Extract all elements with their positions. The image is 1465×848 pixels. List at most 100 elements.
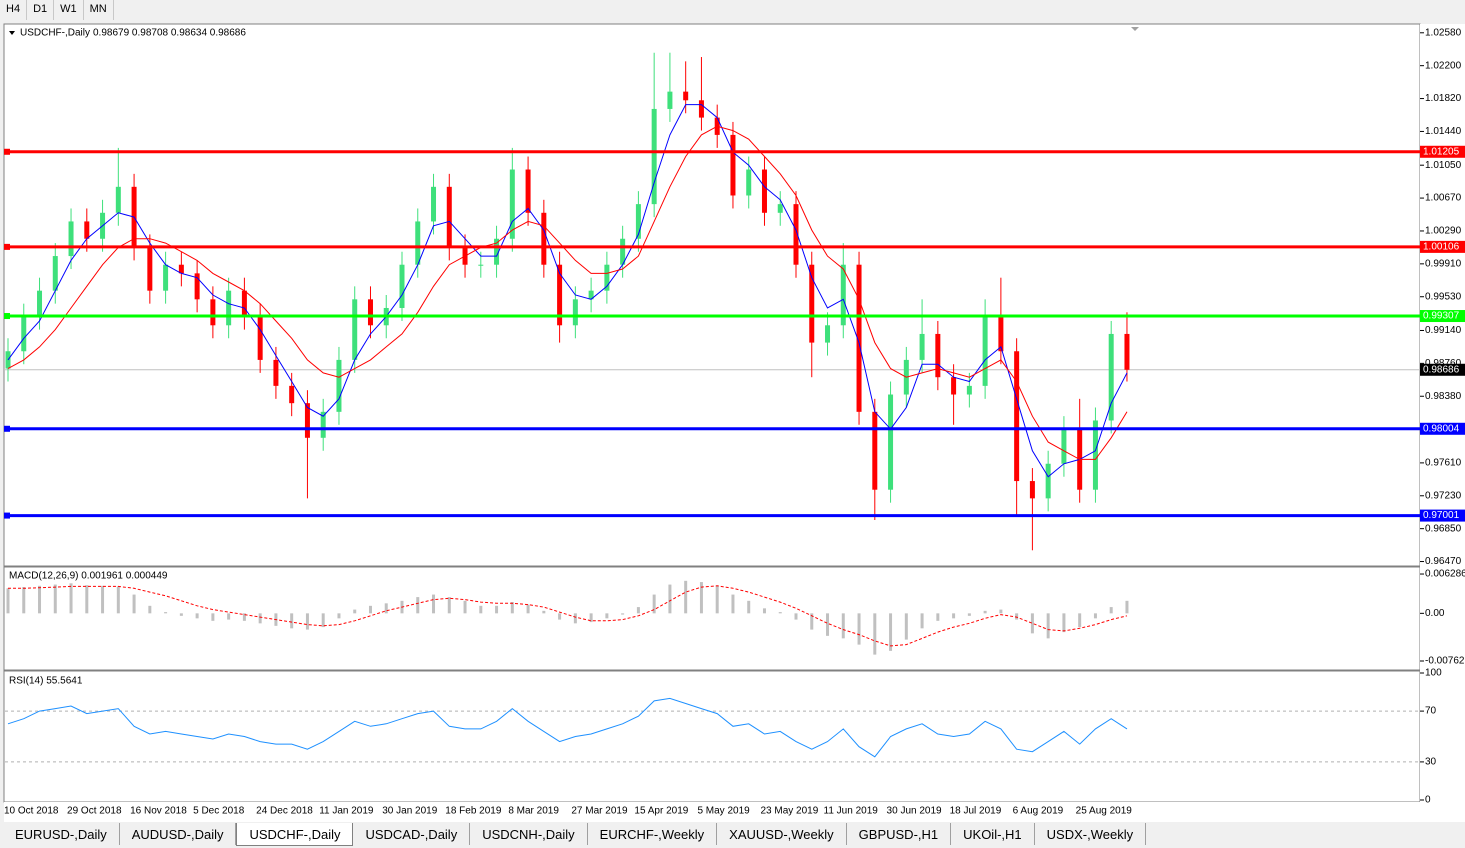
timeframe-button[interactable]: D1 [27, 0, 55, 20]
candle-body [273, 359, 279, 386]
y-tick-label: 70 [1425, 706, 1437, 717]
y-tick-label: 0.97230 [1425, 490, 1462, 501]
level-handle [4, 425, 10, 432]
macd-bar [1125, 600, 1129, 614]
macd-bar [321, 613, 325, 628]
macd-bar [778, 612, 782, 614]
candle-body [1092, 420, 1098, 490]
chart-tab[interactable]: XAUUSD-,Weekly [717, 823, 847, 845]
candle-body [872, 411, 878, 490]
macd-bar [211, 613, 215, 621]
candle-body [888, 394, 894, 490]
last-price-bg [1420, 363, 1465, 376]
symbol-title: USDCHF-,Daily [20, 28, 90, 39]
macd-bar [164, 612, 168, 614]
macd-bar [305, 613, 309, 630]
macd-bar [368, 605, 372, 614]
chart-tab[interactable]: USDCHF-,Daily [236, 823, 354, 846]
x-tick-label: 29 Oct 2018 [67, 806, 122, 817]
level-label-bg [1420, 422, 1465, 435]
candle-body [509, 169, 515, 239]
macd-bar [353, 609, 357, 614]
macd-bar [384, 603, 388, 614]
timeframe-button[interactable]: MN [84, 0, 114, 20]
chart-tab[interactable]: AUDUSD-,Daily [120, 823, 237, 845]
candle-body [446, 186, 452, 248]
rsi-line [7, 697, 1128, 758]
macd-panel [3, 566, 1421, 671]
chart-tab[interactable]: GBPUSD-,H1 [847, 823, 952, 845]
macd-bar [573, 613, 577, 624]
y-tick-label: 1.01440 [1425, 126, 1462, 137]
y-tick-label: 0 [1425, 795, 1431, 806]
macd-bar [605, 613, 609, 619]
macd-bar [621, 613, 625, 615]
candle-body [1061, 429, 1067, 464]
candle-body [431, 186, 437, 222]
candle-body [730, 134, 736, 196]
candle-body [257, 316, 263, 360]
level-label-bg [1420, 240, 1465, 253]
macd-bar [242, 613, 246, 621]
candle-body [777, 204, 783, 213]
x-tick-label: 18 Feb 2019 [445, 806, 502, 817]
ohlc-readout: 0.98679 0.98708 0.98634 0.98686 [93, 28, 246, 39]
candle-body [683, 91, 689, 101]
candle-body [178, 264, 184, 274]
macd-bar [558, 613, 562, 620]
y-tick-label: 0.98380 [1425, 391, 1462, 402]
x-tick-label: 18 Jul 2019 [950, 806, 1002, 817]
candle-body [541, 212, 547, 265]
last-price-label: 0.98686 [1423, 364, 1460, 375]
macd-bar [526, 604, 530, 614]
macd-bar [148, 605, 152, 614]
chart-tab[interactable]: UKOil-,H1 [951, 823, 1035, 845]
macd-bar [179, 613, 183, 616]
time-axis [4, 802, 1465, 822]
candle-body [793, 204, 799, 265]
y-tick-label: 0.97610 [1425, 458, 1462, 469]
timeframe-button[interactable]: H4 [0, 0, 28, 20]
candle-body [761, 169, 767, 213]
level-handle [4, 243, 10, 250]
candle-body [1014, 351, 1020, 482]
chart-tab[interactable]: USDCAD-,Daily [353, 823, 471, 845]
candle-body [588, 290, 594, 300]
macd-bar [920, 613, 924, 629]
x-tick-label: 16 Nov 2018 [130, 806, 187, 817]
candle-body [163, 264, 169, 291]
timeframe-button[interactable]: W1 [54, 0, 84, 20]
macd-bar [715, 585, 719, 614]
chart-tab[interactable]: USDCNH-,Daily [470, 823, 588, 845]
macd-bar [841, 613, 845, 639]
chart-tab[interactable]: USDX-,Weekly [1035, 823, 1147, 845]
level-label: 1.01205 [1423, 146, 1460, 157]
macd-bar [936, 613, 940, 621]
chart-tab[interactable]: EURCHF-,Weekly [588, 823, 718, 845]
x-tick-label: 10 Oct 2018 [4, 806, 59, 817]
candle-body [667, 91, 673, 109]
chart-tab[interactable]: EURUSD-,Daily [3, 823, 120, 845]
main-panel [3, 23, 1421, 567]
rsi-panel [3, 670, 1421, 803]
macd-bar [53, 584, 57, 614]
level-label-bg [1420, 310, 1465, 323]
level-handle [4, 313, 10, 320]
candle-body [746, 169, 752, 196]
macd-bar [6, 588, 10, 614]
level-label: 0.98004 [1423, 423, 1460, 434]
y-tick-label: -0.00762 [1425, 656, 1465, 667]
macd-bar [1046, 613, 1050, 639]
x-tick-label: 11 Jun 2019 [824, 806, 879, 817]
macd-bar [116, 586, 120, 614]
candle-body [856, 264, 862, 412]
candle-body [1045, 463, 1051, 499]
macd-bar [889, 613, 893, 651]
moving-average [7, 125, 1128, 460]
macd-bar [1062, 613, 1066, 633]
macd-bar [904, 613, 908, 640]
x-tick-label: 11 Jan 2019 [319, 806, 374, 817]
x-tick-label: 25 Aug 2019 [1076, 806, 1133, 817]
collapse-arrow [9, 31, 15, 35]
